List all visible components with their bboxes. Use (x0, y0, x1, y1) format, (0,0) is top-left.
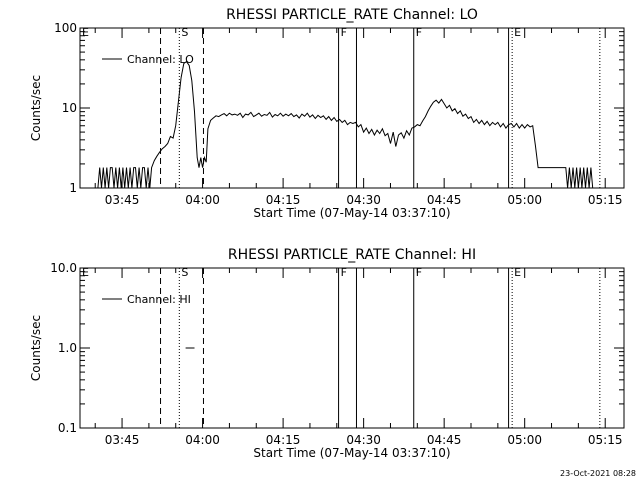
y-tick-label: 1.0 (58, 341, 77, 355)
plot-frame (79, 267, 625, 429)
x-tick-label: 04:30 (346, 193, 381, 207)
timestamp-footer: 23-Oct-2021 08:28 (560, 469, 636, 478)
plot-frame (79, 27, 625, 189)
y-tick-label: 10.0 (50, 261, 77, 275)
event-marker-label: F (416, 26, 422, 39)
event-marker-label: F (341, 266, 347, 279)
x-axis-label: Start Time (07-May-14 03:37:10) (253, 206, 450, 220)
y-axis-label: Counts/sec (29, 315, 43, 381)
chart-title: RHESSI PARTICLE_RATE Channel: HI (228, 247, 476, 263)
x-tick-label: 04:45 (427, 433, 462, 447)
event-marker-label: F (341, 26, 347, 39)
y-tick-label: 10 (62, 101, 77, 115)
legend-label: Channel: LO (127, 53, 194, 66)
series-line (97, 60, 594, 188)
x-tick-label: 05:00 (507, 193, 542, 207)
x-tick-label: 03:45 (105, 433, 140, 447)
y-tick-label: 0.1 (58, 421, 77, 435)
y-tick-label: 100 (54, 21, 77, 35)
hi-channel-panel: RHESSI PARTICLE_RATE Channel: HI 0.1 1.0 10… (29, 247, 625, 460)
x-tick-label: 04:15 (266, 433, 301, 447)
event-marker-label: S (181, 26, 188, 39)
y-axis-label: Counts/sec (29, 75, 43, 141)
event-marker-label: E (514, 266, 521, 279)
x-tick-label: 05:15 (588, 193, 623, 207)
x-tick-label: 04:00 (185, 433, 220, 447)
x-axis-label: Start Time (07-May-14 03:37:10) (253, 446, 450, 460)
legend-label: Channel: HI (127, 293, 191, 306)
event-marker-label: S (181, 266, 188, 279)
chart-title: RHESSI PARTICLE_RATE Channel: LO (226, 7, 478, 23)
lo-channel-panel: RHESSI PARTICLE_RATE Channel: LO 1 10 100 Co… (29, 7, 625, 220)
y-tick-label: 1 (69, 181, 77, 195)
event-marker-label: F (416, 266, 422, 279)
x-tick-label: 05:00 (507, 433, 542, 447)
x-tick-label: 04:30 (346, 433, 381, 447)
x-tick-label: 05:15 (588, 433, 623, 447)
edge-marker-label: E (82, 26, 89, 39)
event-marker-label: E (514, 26, 521, 39)
x-tick-label: 03:45 (105, 193, 140, 207)
x-tick-label: 04:15 (266, 193, 301, 207)
x-tick-label: 04:00 (185, 193, 220, 207)
x-tick-label: 04:45 (427, 193, 462, 207)
edge-marker-label: E (82, 266, 89, 279)
